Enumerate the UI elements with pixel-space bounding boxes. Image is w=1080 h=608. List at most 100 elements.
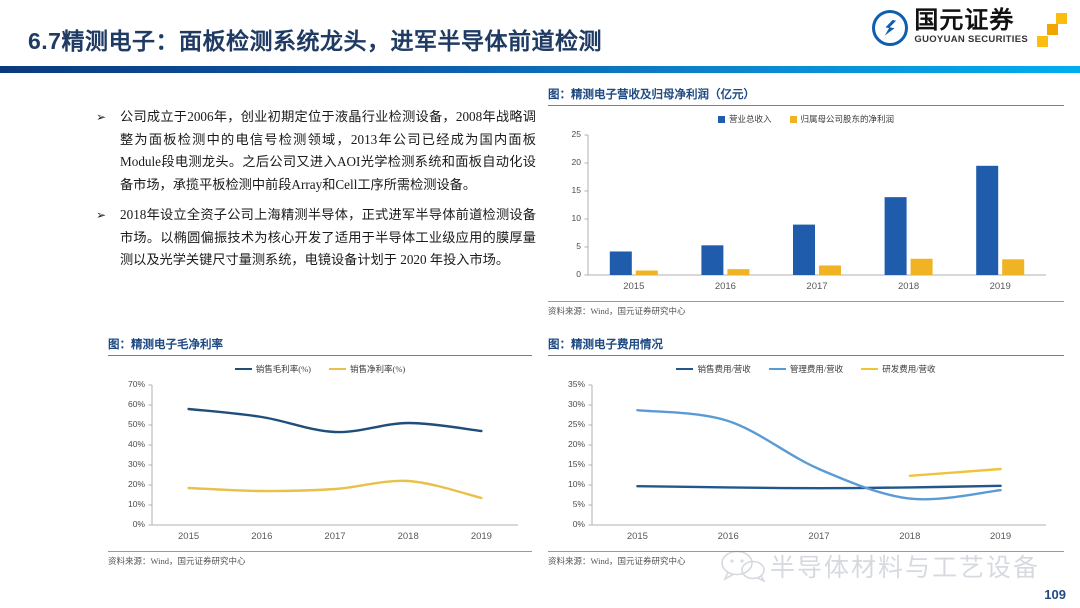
legend-item-revenue-total: 营业总收入 [717,113,772,125]
line-series-0 [636,484,1002,490]
chart-source-margin: 资料来源：Wind，国元证券研究中心 [108,551,532,567]
y-axis-tick-label: 15% [567,459,585,469]
y-axis-tick-label: 5% [572,499,585,509]
x-axis-tick-label: 2015 [178,531,200,542]
chart-legend-expense: 销售费用/营收 管理费用/营收 研发费用/营收 [548,363,1064,375]
legend-swatch-icon [717,115,725,123]
chart-title-expense: 图：精测电子费用情况 [548,336,1064,356]
x-axis-tick-label: 2017 [324,531,346,542]
brand-name-cn: 国元证券 [914,6,1015,34]
legend-label: 销售费用/营收 [697,364,751,374]
legend-swatch-icon [234,367,252,371]
legend-swatch-icon [676,367,694,371]
legend-label: 销售毛利率(%) [255,364,311,374]
y-axis-tick-label: 30% [567,399,585,409]
body-text-block: ➢ 公司成立于2006年，创业初期定位于液晶行业检测设备，2008年战略调整为面… [96,106,536,279]
line-series-0 [187,407,483,434]
chart-legend-revenue: 营业总收入 归属母公司股东的净利润 [548,113,1064,125]
y-axis-tick-label: 60% [127,399,145,409]
bar-2015-0 [609,251,632,275]
y-axis-tick-label: 35% [567,379,585,389]
bar-2019-1 [1002,259,1025,275]
page-header: 6.7精测电子：面板检测系统龙头，进军半导体前道检测 国元证券 GUOYUAN … [0,0,1080,73]
legend-label: 归属母公司股东的净利润 [800,114,895,124]
chart-panel-margin: 图：精测电子毛净利率 销售毛利率(%) 销售净利率(%) 0% 10% 20% 30%… [108,336,532,567]
legend-item-sales-expense: 销售费用/营收 [676,363,751,375]
page-number: 109 [1044,587,1066,602]
x-axis-tick-label: 2018 [898,281,920,292]
brand-logo: 国元证券 GUOYUAN SECURITIES [872,6,1070,60]
legend-label: 研发费用/营收 [882,364,936,374]
y-axis-tick-label: 25 [571,129,581,139]
y-axis-tick-label: 0% [132,519,145,529]
y-axis-tick-label: 25% [567,419,585,429]
bar-2017-0 [793,224,815,275]
x-axis-tick-label: 2015 [623,281,645,292]
chart-legend-margin: 销售毛利率(%) 销售净利率(%) [108,363,532,375]
bullet-item: ➢ 公司成立于2006年，创业初期定位于液晶行业检测设备，2008年战略调整为面… [96,106,536,197]
guoyuan-emblem-icon [872,10,909,46]
y-axis-tick-label: 0% [572,519,585,529]
legend-swatch-icon [861,367,879,371]
y-axis-tick-label: 30% [127,459,145,469]
x-axis-tick-label: 2019 [470,531,492,542]
page-title-text: 精测电子：面板检测系统龙头，进军半导体前道检测 [61,29,602,54]
y-axis-tick-label: 20 [571,157,581,167]
chart-title-revenue: 图：精测电子营收及归母净利润（亿元） [548,86,1064,106]
chart-title-margin: 图：精测电子毛净利率 [108,336,532,356]
bar-2018-1 [910,258,933,275]
header-divider [0,66,1080,73]
y-axis-tick-label: 20% [567,439,585,449]
page-title: 6.7精测电子：面板检测系统龙头，进军半导体前道检测 [28,22,602,56]
legend-item-gross-margin: 销售毛利率(%) [234,363,311,375]
chart-source-revenue: 资料来源：Wind，国元证券研究中心 [548,301,1064,317]
y-axis-tick-label: 40% [127,439,145,449]
brand-squares-icon [1036,11,1070,51]
x-axis-tick-label: 2017 [806,281,828,292]
bar-2015-1 [635,270,658,275]
chart-svg-expense [588,384,1046,526]
legend-swatch-icon [789,115,797,123]
bar-2017-1 [819,265,841,275]
y-axis-tick-label: 10% [567,479,585,489]
chart-panel-expense: 图：精测电子费用情况 销售费用/营收 管理费用/营收 研发费用/营收 0% 5% 1… [548,336,1064,567]
line-series-2 [908,467,1002,477]
bar-2019-0 [976,165,999,275]
legend-label: 销售净利率(%) [350,364,406,374]
x-axis-tick-label: 2019 [989,281,1011,292]
y-axis-tick-label: 50% [127,419,145,429]
x-axis-tick-label: 2016 [714,281,736,292]
chart-plot-margin: 0% 10% 20% 30% 40% 50% 60% 70% 2015 2016 2017 2018 2… [108,377,532,549]
chart-svg-margin [148,384,518,526]
bar-2018-0 [884,197,907,275]
legend-item-rnd-expense: 研发费用/营收 [861,363,936,375]
legend-item-net-profit: 归属母公司股东的净利润 [789,113,895,125]
legend-item-admin-expense: 管理费用/营收 [768,363,844,375]
line-series-1 [187,479,483,500]
bullet-text: 2018年设立全资子公司上海精测半导体，正式进军半导体前道检测设备市场。以椭圆偏… [120,206,536,268]
chart-plot-expense: 0% 5% 10% 15% 20% 25% 30% 35% 2015 2016 2017 2018 20… [548,377,1064,549]
page-title-number: 6.7 [28,28,62,54]
line-series-1 [636,409,1002,501]
legend-swatch-icon [768,367,786,371]
brand-wordmark: 国元证券 GUOYUAN SECURITIES [914,6,1028,46]
bullet-text: 公司成立于2006年，创业初期定位于液晶行业检测设备，2008年战略调整为面板检… [120,109,536,193]
legend-label: 管理费用/营收 [789,364,844,374]
chart-panel-revenue: 图：精测电子营收及归母净利润（亿元） 营业总收入 归属母公司股东的净利润 0 5 1… [548,86,1064,317]
legend-swatch-icon [329,367,346,371]
brand-name-en: GUOYUAN SECURITIES [914,34,1028,46]
x-axis-tick-label: 2016 [717,531,739,542]
chart-svg-revenue [584,134,1046,276]
y-axis-tick-label: 5 [576,241,581,251]
y-axis-tick-label: 10 [571,213,581,223]
y-axis-tick-label: 20% [127,479,145,489]
x-axis-tick-label: 2018 [899,531,921,542]
chart-plot-revenue: 0 5 10 15 20 25 2015 2016 2017 2018 2019 [548,127,1064,299]
x-axis-tick-label: 2018 [397,531,419,542]
bar-2016-1 [727,269,750,275]
y-axis-tick-label: 0 [576,269,581,279]
bar-2016-0 [701,245,724,275]
chart-source-expense: 资料来源：Wind，国元证券研究中心 [548,551,1064,567]
y-axis-tick-label: 15 [571,185,581,195]
legend-label: 营业总收入 [728,114,772,124]
